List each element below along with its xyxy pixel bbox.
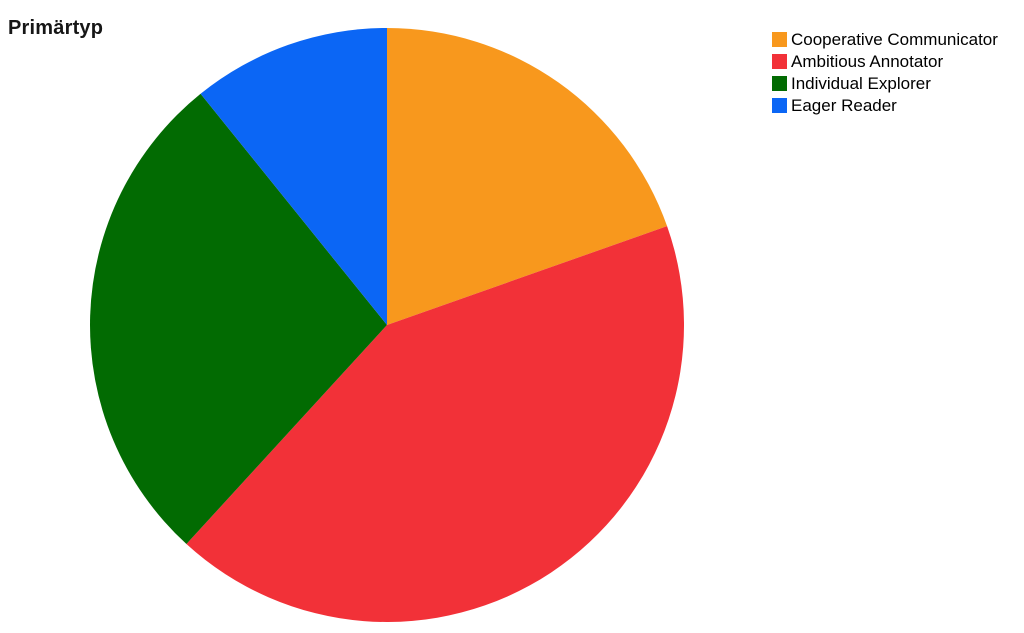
legend-label: Individual Explorer [791, 74, 931, 93]
pie-slice-ambitious-annotator [186, 226, 684, 622]
pie-chart [90, 28, 684, 622]
pie-slice-individual-explorer [90, 93, 387, 545]
pie-slice-eager-reader [200, 28, 387, 325]
legend-item: Cooperative Communicator [772, 31, 998, 48]
legend-label: Ambitious Annotator [791, 52, 944, 71]
legend-item: Eager Reader [772, 97, 998, 114]
legend-item: Ambitious Annotator [772, 53, 998, 70]
chart-title: Primärtyp [8, 17, 104, 39]
legend-swatch [772, 32, 787, 47]
pie-slice-cooperative-communicator [387, 28, 668, 325]
legend-swatch [772, 76, 787, 91]
legend-item: Individual Explorer [772, 75, 998, 92]
legend-label: Cooperative Communicator [791, 30, 998, 49]
legend-swatch [772, 98, 787, 113]
legend-swatch [772, 54, 787, 69]
legend-label: Eager Reader [791, 96, 897, 115]
legend: Cooperative Communicator Ambitious Annota… [772, 31, 998, 114]
